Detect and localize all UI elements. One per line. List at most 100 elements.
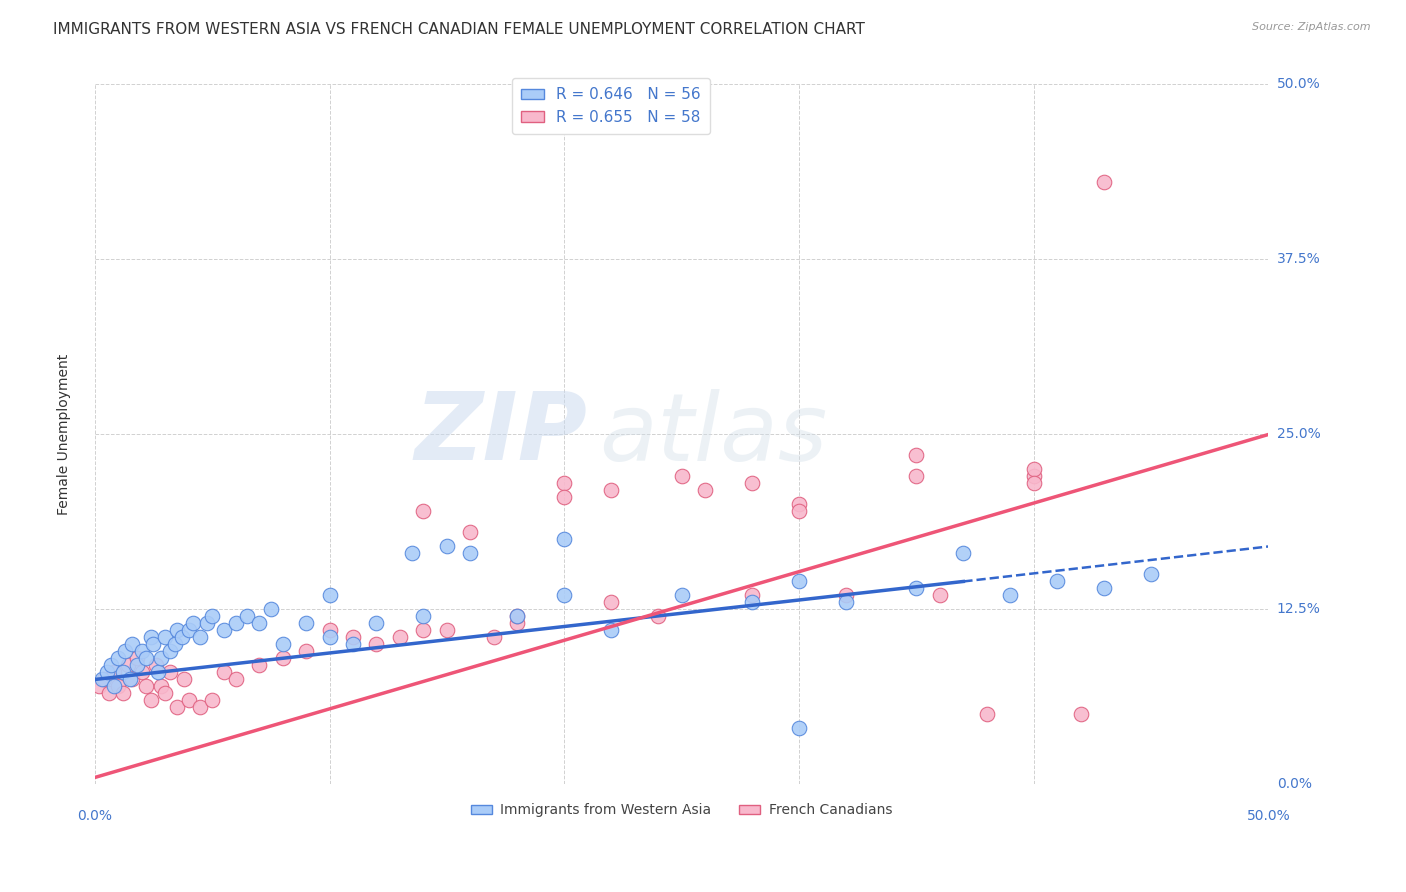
Point	[117, 658, 139, 673]
Point	[905, 582, 928, 596]
Point	[89, 680, 111, 694]
Point	[125, 651, 148, 665]
Point	[741, 589, 763, 603]
Point	[1022, 469, 1045, 483]
Point	[787, 722, 810, 736]
Point	[225, 616, 247, 631]
Point	[139, 693, 162, 707]
Point	[1046, 574, 1069, 589]
Text: IMMIGRANTS FROM WESTERN ASIA VS FRENCH CANADIAN FEMALE UNEMPLOYMENT CORRELATION : IMMIGRANTS FROM WESTERN ASIA VS FRENCH C…	[53, 22, 865, 37]
Point	[342, 631, 364, 645]
Point	[190, 631, 212, 645]
Point	[159, 644, 181, 658]
Point	[131, 644, 153, 658]
Point	[905, 449, 928, 463]
Point	[1070, 707, 1092, 722]
Point	[149, 651, 172, 665]
Point	[295, 644, 318, 658]
Point	[236, 609, 259, 624]
Point	[553, 491, 575, 505]
Point	[600, 483, 623, 498]
Point	[177, 624, 200, 638]
Text: ZIP: ZIP	[415, 388, 588, 481]
Point	[1022, 476, 1045, 491]
Point	[177, 693, 200, 707]
Text: atlas: atlas	[599, 389, 828, 480]
Point	[212, 665, 235, 680]
Point	[952, 546, 974, 560]
Point	[107, 680, 129, 694]
Point	[121, 673, 143, 687]
Point	[111, 665, 134, 680]
Point	[93, 673, 115, 687]
Point	[1092, 582, 1115, 596]
Point	[118, 673, 141, 687]
Point	[271, 638, 294, 652]
Point	[482, 631, 505, 645]
Point	[114, 644, 136, 658]
Point	[506, 609, 529, 624]
Point	[460, 546, 482, 560]
Point	[1092, 176, 1115, 190]
Point	[835, 595, 858, 609]
Text: 0.0%: 0.0%	[1277, 778, 1312, 791]
Point	[197, 616, 219, 631]
Point	[163, 638, 186, 652]
Point	[787, 574, 810, 589]
Point	[96, 665, 118, 680]
Point	[170, 631, 193, 645]
Point	[146, 665, 169, 680]
Legend: Immigrants from Western Asia, French Canadians: Immigrants from Western Asia, French Can…	[465, 798, 897, 823]
Point	[741, 595, 763, 609]
Point	[553, 476, 575, 491]
Point	[190, 700, 212, 714]
Point	[671, 469, 693, 483]
Text: Source: ZipAtlas.com: Source: ZipAtlas.com	[1253, 22, 1371, 32]
Point	[135, 680, 157, 694]
Point	[225, 673, 247, 687]
Point	[835, 589, 858, 603]
Point	[131, 665, 153, 680]
Point	[318, 631, 340, 645]
Point	[436, 540, 458, 554]
Point	[149, 680, 172, 694]
Text: 25.0%: 25.0%	[1277, 427, 1320, 442]
Point	[142, 638, 165, 652]
Point	[183, 616, 205, 631]
Point	[247, 658, 270, 673]
Point	[741, 476, 763, 491]
Point	[388, 631, 411, 645]
Point	[1140, 567, 1163, 582]
Point	[121, 638, 143, 652]
Point	[647, 609, 669, 624]
Text: 50.0%: 50.0%	[1277, 78, 1320, 92]
Point	[212, 624, 235, 638]
Point	[135, 651, 157, 665]
Point	[166, 700, 188, 714]
Point	[97, 686, 120, 700]
Point	[600, 624, 623, 638]
Point	[90, 673, 112, 687]
Point	[506, 616, 529, 631]
Point	[201, 693, 224, 707]
Point	[366, 616, 388, 631]
Point	[342, 638, 364, 652]
Point	[1022, 462, 1045, 476]
Point	[173, 673, 195, 687]
Point	[695, 483, 717, 498]
Point	[412, 609, 434, 624]
Point	[1000, 589, 1022, 603]
Text: 50.0%: 50.0%	[1247, 809, 1291, 823]
Point	[318, 624, 340, 638]
Text: 0.0%: 0.0%	[77, 809, 112, 823]
Point	[155, 686, 177, 700]
Point	[787, 504, 810, 518]
Point	[100, 658, 122, 673]
Point	[271, 651, 294, 665]
Point	[159, 665, 181, 680]
Point	[125, 658, 148, 673]
Point	[401, 546, 423, 560]
Point	[260, 602, 283, 616]
Point	[600, 595, 623, 609]
Point	[295, 616, 318, 631]
